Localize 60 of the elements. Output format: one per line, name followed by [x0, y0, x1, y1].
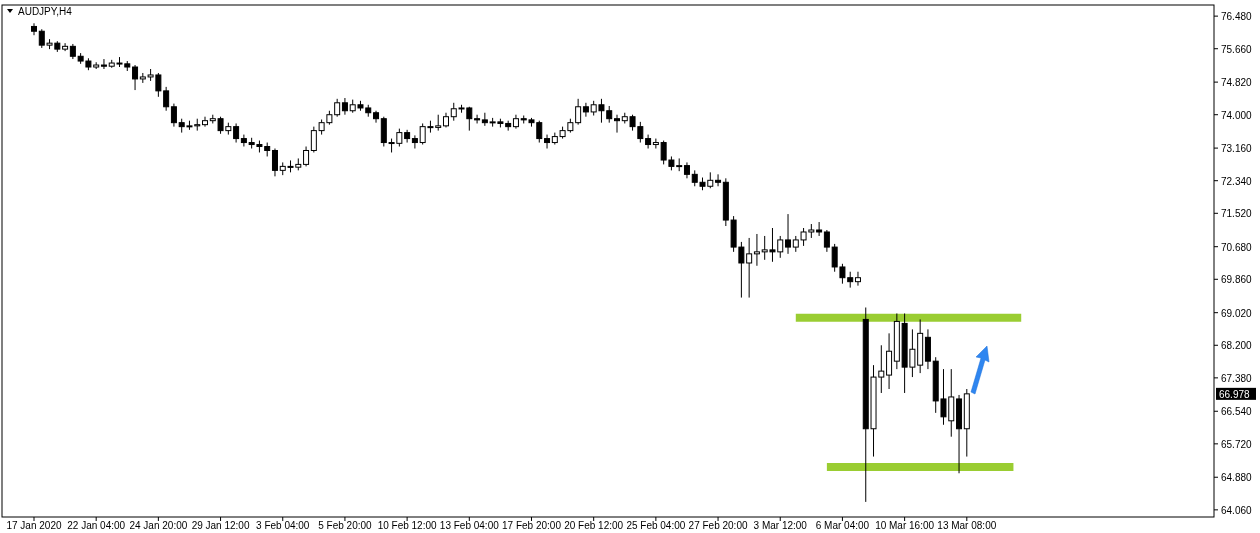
x-tick-label: 13 Feb 04:00	[439, 520, 500, 531]
y-tick-label: 71.520	[1221, 208, 1253, 220]
candlestick	[132, 64, 139, 91]
candlestick	[785, 213, 792, 255]
candlestick	[411, 134, 418, 149]
candlestick	[31, 22, 37, 36]
x-tick-label: 27 Feb 20:00	[688, 520, 748, 531]
y-tick-label: 64.880	[1221, 472, 1253, 484]
chart-title: AUDJPY,H4	[18, 6, 73, 17]
x-tick-label: 5 Feb 20:00	[318, 520, 373, 531]
candlestick	[62, 42, 69, 52]
y-tick-label: 74.820	[1221, 77, 1253, 89]
x-tick-label: 17 Jan 2020	[6, 520, 62, 531]
candlestick	[271, 148, 278, 177]
candlestick	[753, 233, 760, 267]
y-tick-label: 69.020	[1221, 307, 1253, 319]
candlestick	[474, 114, 481, 124]
candlestick	[100, 58, 107, 70]
candlestick	[614, 114, 620, 134]
candlestick	[341, 97, 348, 116]
x-tick-label: 13 Mar 08:00	[937, 520, 997, 531]
y-tick-label: 74.000	[1221, 109, 1253, 121]
x-tick-label: 25 Feb 04:00	[626, 520, 686, 531]
y-tick-label: 68.200	[1221, 340, 1253, 352]
candlestick	[886, 332, 893, 390]
x-tick-label: 6 Mar 04:00	[815, 520, 870, 531]
x-tick-label: 10 Feb 12:00	[377, 520, 438, 531]
candlestick	[823, 229, 830, 253]
x-tick-label: 24 Jan 20:00	[129, 520, 188, 531]
x-tick-label: 3 Feb 04:00	[256, 520, 310, 531]
y-tick-label: 72.340	[1221, 175, 1253, 187]
y-tick-label: 69.860	[1221, 274, 1253, 286]
candlestick	[303, 146, 310, 167]
candlestick	[233, 122, 240, 144]
y-tick-label: 67.380	[1221, 372, 1253, 384]
x-tick-label: 29 Jan 12:00	[191, 520, 250, 531]
candlestick	[240, 134, 247, 148]
candlestick	[645, 134, 652, 149]
y-tick-label: 66.540	[1221, 406, 1253, 418]
x-tick-label: 22 Jan 04:00	[67, 520, 126, 531]
candlestick	[544, 134, 551, 149]
candlestick	[202, 116, 209, 128]
x-tick-label: 10 Mar 16:00	[875, 520, 935, 531]
x-tick-label: 17 Feb 20:00	[502, 520, 562, 531]
x-tick-label: 20 Feb 12:00	[564, 520, 624, 531]
candlestick	[404, 129, 411, 144]
candlestick	[170, 103, 177, 128]
candlestick	[924, 328, 931, 370]
candlestick	[715, 173, 722, 187]
text: 66.978	[1219, 388, 1251, 400]
y-tick-label: 64.060	[1221, 504, 1253, 516]
y-tick-label: 75.660	[1221, 43, 1253, 55]
y-tick-label: 73.160	[1221, 143, 1253, 155]
y-tick-label: 70.680	[1221, 241, 1253, 253]
candlestick	[582, 102, 589, 118]
y-tick-label: 76.480	[1221, 11, 1253, 23]
candlestick	[854, 271, 861, 287]
y-tick-label: 65.720	[1221, 438, 1253, 450]
x-tick-label: 3 Mar 12:00	[753, 520, 808, 531]
candlestick	[816, 221, 823, 237]
